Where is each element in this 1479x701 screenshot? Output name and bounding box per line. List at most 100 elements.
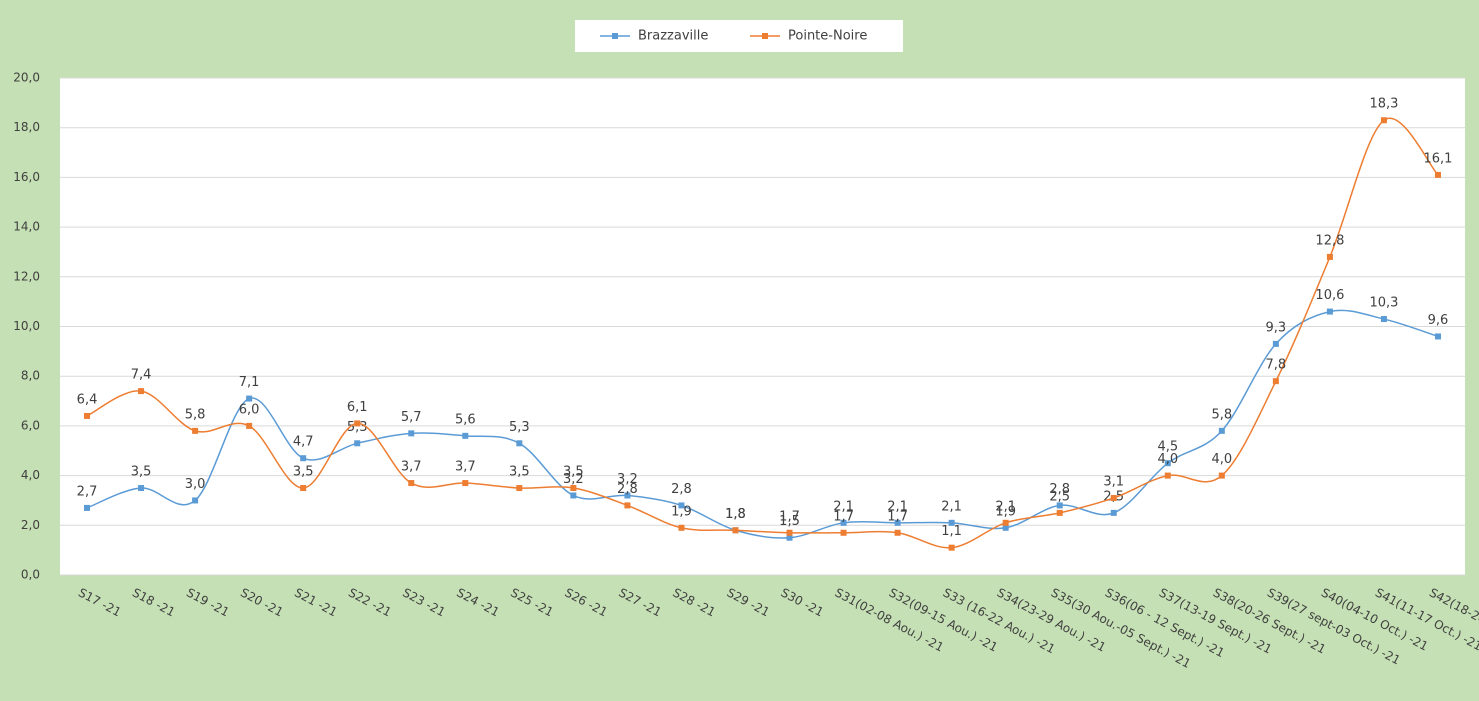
data-label: 3,5 xyxy=(563,465,584,480)
point-marker xyxy=(462,432,469,439)
data-label: 2,7 xyxy=(77,484,98,499)
point-marker xyxy=(948,519,955,526)
data-label: 4,0 xyxy=(1211,452,1232,467)
data-label: 1,5 xyxy=(779,514,800,529)
data-label: 16,1 xyxy=(1424,151,1453,166)
point-marker xyxy=(1110,509,1117,516)
point-marker xyxy=(1164,460,1171,467)
data-label: 2,8 xyxy=(617,482,638,497)
point-marker xyxy=(624,502,631,509)
point-marker xyxy=(1056,502,1063,509)
y-tick-label: 2,0 xyxy=(21,518,40,532)
point-marker xyxy=(1002,524,1009,531)
data-label: 9,6 xyxy=(1428,313,1449,328)
data-label: 7,8 xyxy=(1266,358,1287,373)
point-marker xyxy=(678,524,685,531)
point-marker xyxy=(138,485,145,492)
data-label: 6,0 xyxy=(239,402,260,417)
point-marker xyxy=(786,534,793,541)
y-tick-label: 6,0 xyxy=(21,418,40,432)
data-label: 6,1 xyxy=(347,400,368,415)
data-label: 4,7 xyxy=(293,435,314,450)
data-label: 3,1 xyxy=(1103,474,1124,489)
point-marker xyxy=(678,502,685,509)
point-marker xyxy=(192,497,199,504)
point-marker xyxy=(1272,340,1279,347)
point-marker xyxy=(516,485,523,492)
point-marker xyxy=(1218,427,1225,434)
data-label: 2,5 xyxy=(1049,489,1070,504)
data-label: 3,7 xyxy=(401,460,422,475)
legend-marker xyxy=(762,33,768,39)
data-label: 1,9 xyxy=(671,504,692,519)
y-tick-label: 10,0 xyxy=(13,319,40,333)
point-marker xyxy=(1272,378,1279,385)
data-label: 2,1 xyxy=(995,499,1016,514)
data-label: 2,8 xyxy=(671,482,692,497)
point-marker xyxy=(84,504,91,511)
data-label: 5,6 xyxy=(455,412,476,427)
point-marker xyxy=(1326,253,1333,260)
point-marker xyxy=(732,527,739,534)
y-tick-label: 4,0 xyxy=(21,468,40,482)
data-label: 3,5 xyxy=(131,465,152,480)
y-tick-label: 16,0 xyxy=(13,170,40,184)
y-tick-label: 12,0 xyxy=(13,269,40,283)
point-marker xyxy=(1164,472,1171,479)
data-label: 1,7 xyxy=(779,509,800,524)
point-marker xyxy=(840,519,847,526)
point-marker xyxy=(1056,509,1063,516)
data-label: 1,1 xyxy=(941,524,962,539)
point-marker xyxy=(894,529,901,536)
data-label: 2,8 xyxy=(1049,482,1070,497)
data-label: 10,3 xyxy=(1369,296,1398,311)
data-label: 1,9 xyxy=(995,504,1016,519)
data-label: 3,5 xyxy=(293,465,314,480)
point-marker xyxy=(1110,494,1117,501)
point-marker xyxy=(354,420,361,427)
point-marker xyxy=(948,544,955,551)
data-label: 5,3 xyxy=(509,420,530,435)
data-label: 2,1 xyxy=(833,499,854,514)
point-marker xyxy=(1380,117,1387,124)
data-label: 10,6 xyxy=(1315,288,1344,303)
point-marker xyxy=(408,430,415,437)
point-marker xyxy=(246,422,253,429)
data-label: 1,7 xyxy=(833,509,854,524)
point-marker xyxy=(246,395,253,402)
legend-label: Pointe-Noire xyxy=(788,29,867,44)
data-label: 3,0 xyxy=(185,477,206,492)
data-label: 3,2 xyxy=(563,472,584,487)
point-marker xyxy=(408,480,415,487)
data-label: 5,8 xyxy=(1211,407,1232,422)
legend-marker xyxy=(612,33,618,39)
data-label: 6,4 xyxy=(77,392,98,407)
data-label: 18,3 xyxy=(1369,97,1398,112)
series-line xyxy=(86,117,1439,549)
data-label: 1,8 xyxy=(725,507,746,522)
data-label: 5,7 xyxy=(401,410,422,425)
point-marker xyxy=(1002,519,1009,526)
data-label: 3,5 xyxy=(509,465,530,480)
point-marker xyxy=(894,519,901,526)
point-marker xyxy=(354,440,361,447)
data-label: 2,1 xyxy=(887,499,908,514)
data-label: 12,8 xyxy=(1315,233,1344,248)
data-label: 5,3 xyxy=(347,420,368,435)
y-tick-label: 0,0 xyxy=(21,568,40,582)
data-label: 3,7 xyxy=(455,460,476,475)
y-tick-label: 20,0 xyxy=(13,71,40,85)
point-marker xyxy=(624,492,631,499)
data-label: 4,5 xyxy=(1157,440,1178,455)
point-marker xyxy=(138,388,145,395)
data-label: 5,8 xyxy=(185,407,206,422)
y-tick-label: 8,0 xyxy=(21,369,40,383)
data-label: 2,1 xyxy=(941,499,962,514)
point-marker xyxy=(1434,333,1441,340)
point-marker xyxy=(786,529,793,536)
point-marker xyxy=(570,485,577,492)
point-marker xyxy=(840,529,847,536)
point-marker xyxy=(1380,316,1387,323)
data-label: 1,8 xyxy=(725,507,746,522)
